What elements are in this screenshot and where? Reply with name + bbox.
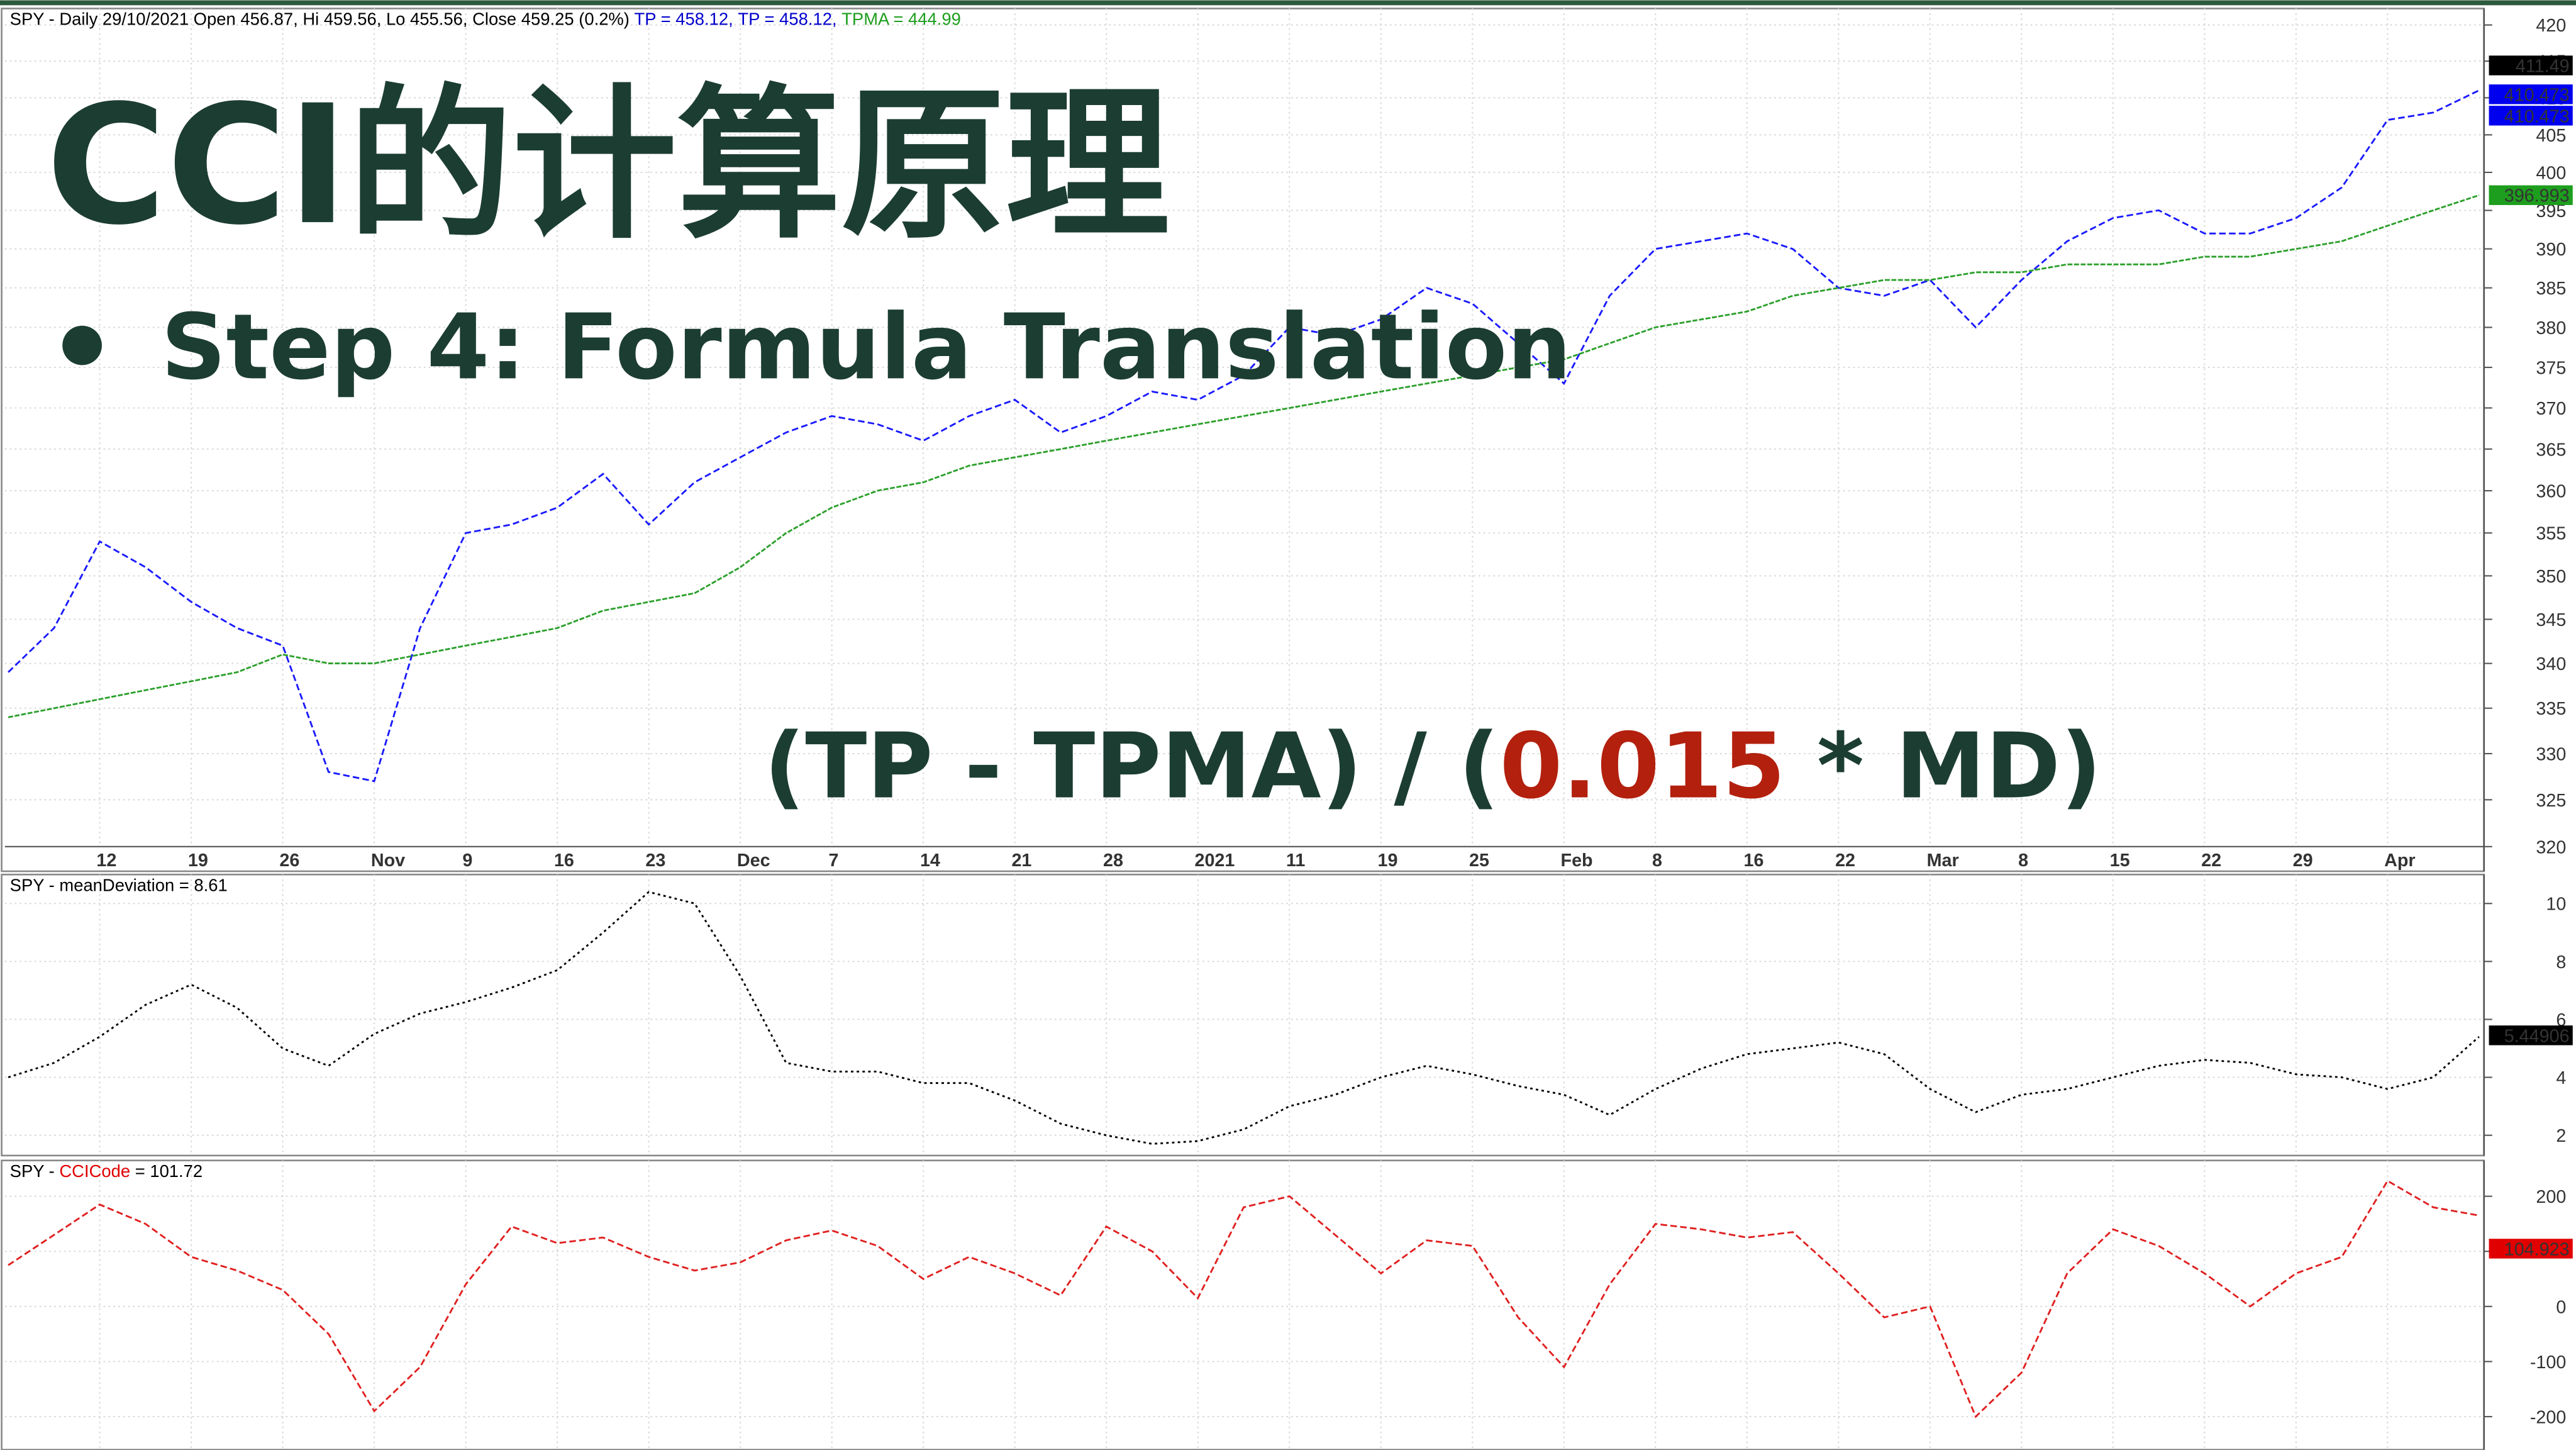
- x-tick-label: 21: [1011, 850, 1031, 871]
- pane-header: SPY - Daily 29/10/2021 Open 456.87, Hi 4…: [10, 9, 961, 29]
- y-tick-label: 385: [2536, 279, 2566, 299]
- bullet-dot: [62, 325, 102, 365]
- y-tick-label: 8: [2556, 952, 2566, 973]
- x-tick-label: 19: [1378, 850, 1398, 871]
- pane-header-part: TP = 458.12,: [635, 9, 738, 29]
- y-tick-label: 0: [2556, 1297, 2566, 1317]
- x-tick-label: 8: [2018, 850, 2028, 871]
- y-tick-label: -200: [2530, 1407, 2566, 1427]
- x-tick-label: 8: [1652, 850, 1662, 871]
- y-tick-label: 360: [2536, 482, 2566, 502]
- x-tick-label: 23: [645, 850, 665, 871]
- series-line: [8, 1180, 2480, 1419]
- x-tick-label: 16: [554, 850, 574, 871]
- x-tick-label: 11: [1286, 850, 1305, 871]
- value-marker: [2489, 1239, 2573, 1259]
- pane-header-part: CCICode: [59, 1161, 130, 1181]
- y-tick-label: 4: [2556, 1068, 2566, 1088]
- y-tick-label: 200: [2536, 1187, 2566, 1207]
- series-line: [8, 89, 2480, 783]
- y-tick-label: 365: [2536, 440, 2566, 460]
- y-tick-label: 2: [2556, 1126, 2566, 1146]
- y-tick-label: -100: [2530, 1352, 2566, 1373]
- x-tick-label: 7: [828, 850, 838, 871]
- x-tick-label: 25: [1469, 850, 1489, 871]
- y-tick-label: 370: [2536, 399, 2566, 419]
- series-line: [8, 194, 2480, 718]
- y-tick-label: 350: [2536, 567, 2566, 587]
- y-tick-label: 6: [2556, 1010, 2566, 1030]
- x-tick-label: Dec: [737, 850, 770, 871]
- value-marker-label: 396.993: [2504, 186, 2570, 206]
- value-marker-label: 411.49: [2516, 56, 2570, 76]
- formula-part: 0.015: [1500, 713, 1785, 818]
- y-tick-label: 390: [2536, 240, 2566, 260]
- x-tick-label: Nov: [371, 850, 405, 871]
- formula-part: (TP - TPMA) / (: [764, 713, 1500, 818]
- y-tick-label: 405: [2536, 126, 2566, 146]
- y-tick-label: 400: [2536, 163, 2566, 183]
- y-tick-label: 330: [2536, 744, 2566, 764]
- x-tick-label: Feb: [1561, 850, 1593, 871]
- value-marker: [2489, 106, 2573, 126]
- y-tick-label: 375: [2536, 358, 2566, 378]
- x-tick-label: 16: [1744, 850, 1764, 871]
- value-marker-label: 104.923: [2504, 1239, 2570, 1259]
- y-tick-label: 320: [2536, 837, 2566, 857]
- pane-header-part: = 101.72: [130, 1161, 203, 1181]
- pane-header: SPY - meanDeviation = 8.61: [10, 875, 228, 895]
- x-tick-label: 22: [1835, 850, 1855, 871]
- x-tick-label: 15: [2110, 850, 2130, 871]
- value-marker: [2489, 185, 2573, 205]
- y-tick-label: 325: [2536, 791, 2566, 811]
- x-tick-label: 26: [279, 850, 299, 871]
- pane-header-part: SPY - Daily 29/10/2021 Open 456.87, Hi 4…: [10, 9, 635, 29]
- x-tick-label: 19: [188, 850, 208, 871]
- x-tick-label: 14: [920, 850, 940, 871]
- pane-header-part: SPY - meanDeviation = 8.61: [10, 875, 228, 895]
- slide-title: CCI的计算原理: [46, 70, 1170, 261]
- x-tick-label: 22: [2201, 850, 2221, 871]
- x-tick-label: 9: [462, 850, 472, 871]
- x-tick-label: Mar: [1927, 850, 1959, 871]
- y-tick-label: 345: [2536, 610, 2566, 630]
- value-marker: [2489, 1025, 2573, 1046]
- y-tick-label: 10: [2546, 895, 2566, 915]
- pane-header-part: TPMA = 444.99: [841, 9, 961, 29]
- bullet-text: Step 4: Formula Translation: [161, 294, 1572, 399]
- y-tick-label: 355: [2536, 524, 2566, 544]
- value-marker: [2489, 84, 2573, 104]
- value-marker-label: 410.473: [2504, 85, 2570, 105]
- pane-header: SPY - CCICode = 101.72: [10, 1161, 203, 1181]
- value-marker-label: 5.44906: [2504, 1026, 2570, 1046]
- pane-header-part: SPY -: [10, 1161, 60, 1181]
- x-tick-label: 28: [1103, 850, 1123, 871]
- x-tick-label: 2021: [1194, 850, 1235, 871]
- x-tick-label: Apr: [2384, 850, 2415, 871]
- formula-part: * MD): [1785, 713, 2102, 818]
- y-tick-label: 380: [2536, 318, 2566, 338]
- formula: (TP - TPMA) / (0.015 * MD): [764, 713, 2102, 818]
- x-tick-label: 29: [2293, 850, 2313, 871]
- x-tick-label: 12: [96, 850, 116, 871]
- value-marker-label: 410.473: [2504, 106, 2570, 126]
- y-tick-label: 420: [2536, 16, 2566, 36]
- y-tick-label: 335: [2536, 699, 2566, 719]
- y-tick-label: 340: [2536, 654, 2566, 674]
- top-bar: [0, 0, 2576, 6]
- value-marker: [2489, 55, 2573, 75]
- pane-header-part: TP = 458.12,: [738, 9, 841, 29]
- series-line: [8, 891, 2480, 1145]
